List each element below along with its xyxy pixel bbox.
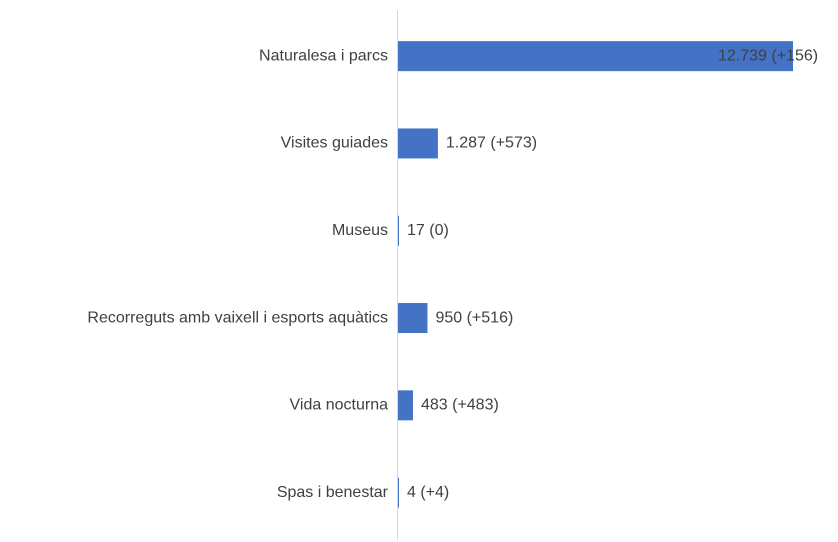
- category-label: Spas i benestar: [277, 484, 389, 501]
- category-label: Museus: [332, 222, 388, 239]
- category-label: Recorreguts amb vaixell i esports aquàti…: [87, 309, 388, 326]
- category-label: Naturalesa i parcs: [259, 47, 388, 64]
- value-label: 4 (+4): [407, 484, 449, 501]
- value-label: 950 (+516): [435, 309, 513, 326]
- category-label: Visites guiades: [281, 135, 388, 152]
- bar: [398, 390, 413, 421]
- bar: [398, 41, 793, 72]
- bar: [398, 215, 399, 246]
- bar: [398, 477, 399, 508]
- value-label: 483 (+483): [421, 397, 499, 414]
- bar: [398, 128, 438, 159]
- bar: [398, 303, 428, 334]
- value-label: 17 (0): [407, 222, 449, 239]
- value-label: 1.287 (+573): [446, 135, 537, 152]
- category-label: Vida nocturna: [290, 397, 389, 414]
- value-label: 12.739 (+156): [718, 47, 818, 64]
